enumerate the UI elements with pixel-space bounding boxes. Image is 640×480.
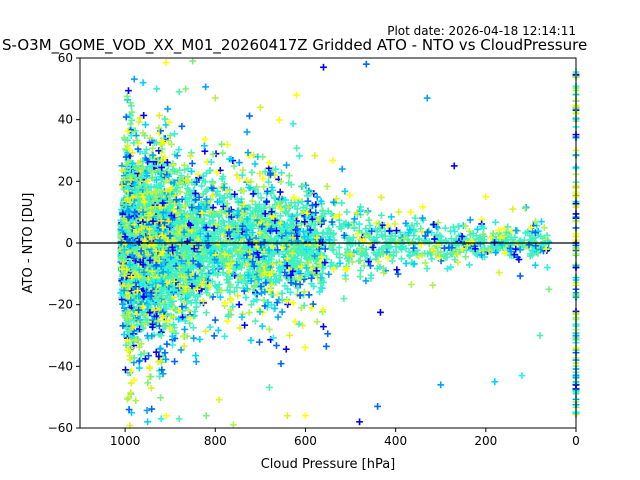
data-point	[417, 225, 425, 233]
data-point	[362, 225, 370, 233]
data-point	[271, 209, 279, 217]
data-point	[378, 211, 385, 219]
data-point	[183, 198, 191, 206]
data-point	[398, 255, 405, 263]
data-point	[410, 232, 418, 240]
data-point	[327, 259, 335, 267]
data-point	[253, 296, 261, 304]
data-point	[271, 201, 279, 208]
data-point	[187, 149, 195, 157]
data-point	[293, 211, 301, 219]
data-point	[362, 245, 370, 253]
data-point	[396, 229, 404, 236]
data-point	[504, 223, 512, 231]
scatter-points	[80, 57, 580, 429]
data-point	[164, 162, 172, 170]
data-point	[413, 220, 421, 228]
data-point	[184, 165, 192, 172]
data-point	[357, 267, 364, 274]
data-point	[522, 229, 529, 237]
data-point	[257, 194, 265, 202]
data-point	[190, 324, 197, 332]
data-point	[223, 286, 231, 294]
data-point	[366, 222, 374, 229]
data-point	[278, 169, 285, 177]
data-point	[425, 227, 433, 235]
data-point	[191, 308, 199, 315]
data-point	[390, 248, 398, 256]
data-point	[441, 224, 449, 232]
data-point	[233, 284, 241, 291]
data-point	[287, 199, 295, 207]
data-point	[457, 232, 465, 239]
data-point	[269, 204, 277, 212]
data-point	[218, 217, 226, 225]
data-point	[335, 244, 343, 251]
data-point	[214, 187, 221, 195]
data-point	[423, 265, 431, 272]
data-point	[303, 202, 311, 210]
data-point	[152, 169, 159, 176]
data-point	[349, 234, 357, 241]
